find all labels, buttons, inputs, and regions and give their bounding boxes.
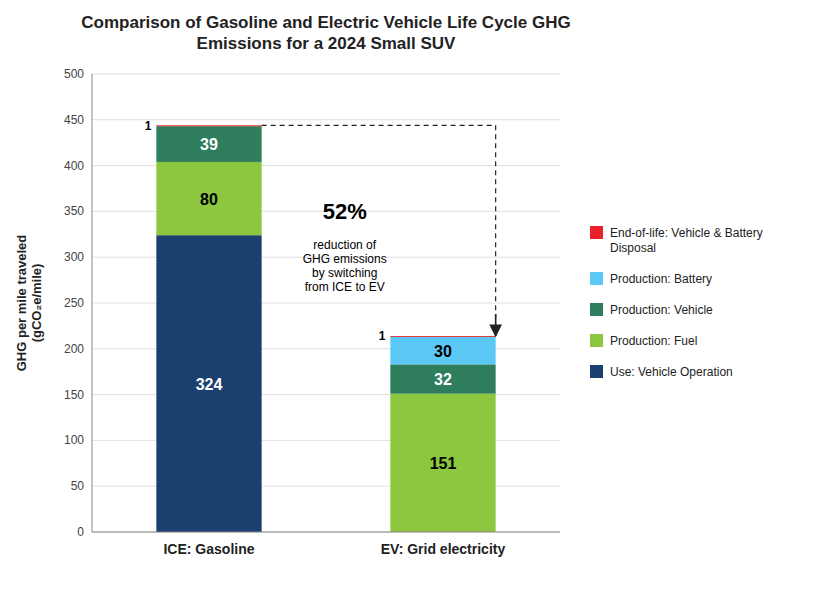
bar-segment: [390, 337, 495, 364]
annotation-text: reduction ofGHG emissionsby switchingfro…: [303, 238, 387, 294]
x-axis-line: [92, 532, 560, 533]
y-tick-label: 250: [64, 296, 84, 310]
bar-segment: [156, 162, 261, 235]
bar-segment: [156, 125, 261, 127]
y-tick-label: 150: [64, 388, 84, 402]
x-tick-label: EV: Grid electricity: [381, 541, 506, 557]
legend-label: Production: Fuel: [610, 334, 697, 348]
y-tick-label: 50: [71, 479, 85, 493]
legend-label: End-of-life: Vehicle & BatteryDisposal: [610, 226, 763, 255]
legend-swatch: [590, 226, 603, 239]
data-label: 30: [434, 343, 452, 360]
bar-segment: [156, 235, 261, 532]
x-tick-label: ICE: Gasoline: [163, 541, 254, 557]
y-tick-label: 400: [64, 159, 84, 173]
bar-segment: [390, 394, 495, 532]
bar-segment: [390, 335, 495, 337]
y-axis-line: [92, 74, 93, 532]
legend-swatch: [590, 272, 603, 285]
grid-line: [92, 74, 560, 75]
bars: [156, 125, 495, 532]
y-tick-label: 200: [64, 342, 84, 356]
chart: Comparison of Gasoline and Electric Vehi…: [0, 0, 819, 595]
data-label: 151: [430, 455, 457, 472]
data-label: 80: [200, 191, 218, 208]
legend-swatch: [590, 303, 603, 316]
legend-swatch: [590, 365, 603, 378]
legend: End-of-life: Vehicle & BatteryDisposal Pr…: [590, 226, 763, 379]
data-label: 32: [434, 371, 452, 388]
annotation-line: [262, 125, 496, 126]
y-tick-label: 350: [64, 204, 84, 218]
data-label: 1: [379, 329, 386, 343]
legend-label: Use: Vehicle Operation: [610, 365, 733, 379]
annotation: 52% reduction ofGHG emissionsby switching…: [262, 125, 496, 336]
data-label: 324: [196, 376, 223, 393]
data-label: 39: [200, 136, 218, 153]
annotation-arrow: [495, 314, 497, 336]
bar-segment: [156, 126, 261, 127]
y-tick-label: 450: [64, 113, 84, 127]
y-tick-label: 0: [77, 525, 84, 539]
bar-segment: [390, 364, 495, 393]
y-axis-label: GHG per mile traveled(gCO₂e/mile): [14, 235, 44, 372]
grid-line: [92, 119, 560, 120]
legend-swatch: [590, 334, 603, 347]
legend-label: Production: Vehicle: [610, 303, 713, 317]
y-tick-label: 300: [64, 250, 84, 264]
legend-label: Production: Battery: [610, 272, 712, 286]
grid-line: [92, 532, 560, 533]
annotation-text: 52%: [323, 199, 367, 224]
y-tick-label: 100: [64, 433, 84, 447]
data-label: 1: [145, 119, 152, 133]
y-tick-label: 500: [64, 67, 84, 81]
bar-segment: [156, 126, 261, 162]
grid: [92, 74, 560, 532]
annotation-line: [495, 125, 496, 336]
title: Comparison of Gasoline and Electric Vehi…: [81, 13, 570, 53]
